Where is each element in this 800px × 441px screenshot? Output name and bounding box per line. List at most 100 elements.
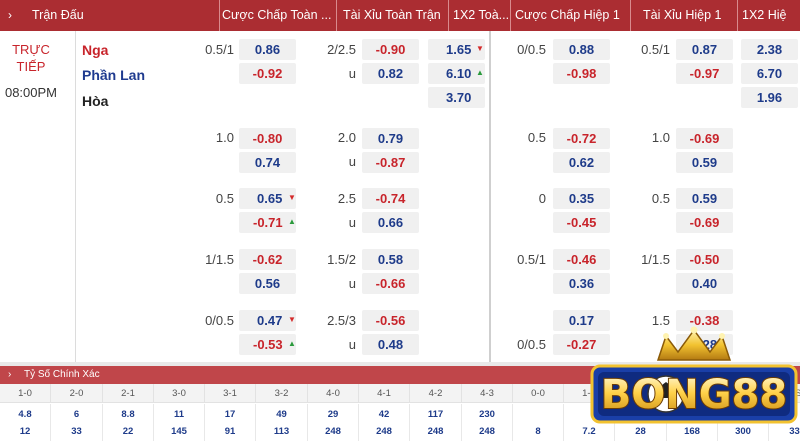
header-ou-half[interactable]: Tài Xỉu Hiệp 1 bbox=[643, 8, 722, 22]
chevron-right-icon[interactable]: › bbox=[8, 8, 12, 22]
score-odds-1[interactable]: 17 bbox=[224, 409, 236, 420]
score-odds-2[interactable]: 248 bbox=[325, 426, 341, 437]
odds-over[interactable]: -0.56 bbox=[362, 310, 419, 331]
score-odds-2[interactable]: 22 bbox=[122, 426, 134, 437]
score-odds-1[interactable]: 11 bbox=[173, 409, 185, 420]
odds-under[interactable]: -0.66 bbox=[362, 273, 419, 294]
odds-over[interactable]: 0.58 bbox=[362, 249, 419, 270]
score-odds-2[interactable]: 113 bbox=[273, 426, 290, 437]
odds-ou1-under[interactable]: 0.40 bbox=[676, 273, 733, 294]
odds-over[interactable]: -0.90 bbox=[362, 39, 419, 60]
under-label: u bbox=[348, 154, 356, 169]
odds-ah-away[interactable]: 0.56 bbox=[239, 273, 296, 294]
score-odds-2[interactable]: 28 bbox=[635, 426, 646, 437]
score-odds-2[interactable]: 33 bbox=[789, 426, 800, 437]
odds-ah1-home[interactable]: 0.17 bbox=[553, 310, 610, 331]
odds-ah-away[interactable]: -0.53 bbox=[239, 334, 296, 355]
ah1-line: 0/0.5 bbox=[517, 337, 546, 352]
score-odds-2[interactable]: 168 bbox=[684, 426, 700, 437]
score-odds-cell[interactable]: 33 bbox=[769, 404, 800, 441]
odds-under[interactable]: 0.66 bbox=[362, 212, 419, 233]
score-odds-cell[interactable]: 29 248 bbox=[308, 404, 359, 441]
odds-under[interactable]: -0.87 bbox=[362, 152, 419, 173]
odds-ah-home[interactable]: 0.47 bbox=[239, 310, 296, 331]
ah1-line: 0.5/1 bbox=[517, 252, 546, 267]
odds-ah-away[interactable]: -0.71 bbox=[239, 212, 296, 233]
odds-over[interactable]: 0.79 bbox=[362, 128, 419, 149]
odds-ou1-under[interactable]: -0.69 bbox=[676, 212, 733, 233]
score-odds-1[interactable]: 6 bbox=[73, 409, 80, 420]
score-odds-2[interactable]: 91 bbox=[224, 426, 236, 437]
odds-1x2-home[interactable]: 1.65 bbox=[428, 39, 485, 60]
bong88-logo: BONG88 bbox=[590, 326, 798, 424]
score-odds-cell[interactable]: 11 145 bbox=[154, 404, 205, 441]
odds-ou1-over[interactable]: -0.38 bbox=[676, 310, 733, 331]
score-odds-1[interactable]: 29 bbox=[327, 409, 339, 420]
team-home[interactable]: Nga bbox=[82, 42, 109, 58]
odds-ah1-home[interactable]: 0.88 bbox=[553, 39, 610, 60]
header-ah-full[interactable]: Cược Chấp Toàn ... bbox=[222, 8, 332, 22]
odds-1x2-away[interactable]: 6.10 bbox=[428, 63, 485, 84]
score-label: 2-1 bbox=[103, 384, 154, 403]
odds-ou1-over[interactable]: 0.87 bbox=[676, 39, 733, 60]
score-odds-1[interactable]: 49 bbox=[276, 409, 287, 420]
odds-under[interactable]: 0.48 bbox=[362, 334, 419, 355]
score-odds-cell[interactable]: 6 33 bbox=[51, 404, 103, 441]
header-ou-full[interactable]: Tài Xỉu Toàn Trận bbox=[343, 8, 441, 22]
team-draw[interactable]: Hòa bbox=[82, 93, 109, 109]
score-odds-2[interactable]: 12 bbox=[19, 426, 31, 437]
score-odds-1[interactable]: 4.8 bbox=[18, 409, 32, 420]
odds-ah1-home[interactable]: -0.46 bbox=[553, 249, 610, 270]
odds-ou1-under[interactable]: -0.97 bbox=[676, 63, 733, 84]
score-odds-cell[interactable]: 4.8 12 bbox=[0, 404, 51, 441]
odds-ah1-home[interactable]: -0.72 bbox=[553, 128, 610, 149]
odds-ah1-home[interactable]: 0.35 bbox=[553, 188, 610, 209]
header-ah-half[interactable]: Cược Chấp Hiệp 1 bbox=[515, 8, 620, 22]
odds-ah-home[interactable]: 0.65 bbox=[239, 188, 296, 209]
score-odds-cell[interactable]: 230 248 bbox=[462, 404, 513, 441]
score-odds-cell[interactable]: 117 248 bbox=[410, 404, 462, 441]
score-odds-2[interactable]: 248 bbox=[376, 426, 392, 437]
odds-1x2h-away[interactable]: 6.70 bbox=[741, 63, 798, 84]
score-odds-cell[interactable]: 42 248 bbox=[359, 404, 410, 441]
odds-1x2h-draw[interactable]: 1.96 bbox=[741, 87, 798, 108]
team-away[interactable]: Phần Lan bbox=[82, 67, 146, 83]
odds-ou1-under[interactable]: 0.59 bbox=[676, 152, 733, 173]
odds-ah-away[interactable]: 0.74 bbox=[239, 152, 296, 173]
odds-under[interactable]: 0.82 bbox=[362, 63, 419, 84]
score-odds-2[interactable]: 300 bbox=[735, 426, 751, 437]
score-odds-cell[interactable]: 8.8 22 bbox=[103, 404, 154, 441]
score-odds-2[interactable]: 248 bbox=[479, 426, 495, 437]
header-1x2-half[interactable]: 1X2 Hiệ bbox=[742, 8, 787, 22]
odds-ou1-over[interactable]: -0.69 bbox=[676, 128, 733, 149]
score-odds-2[interactable]: 248 bbox=[427, 426, 444, 437]
score-odds-2[interactable]: 145 bbox=[171, 426, 187, 437]
ou-line: 2.0 bbox=[337, 130, 356, 145]
odds-1x2h-home[interactable]: 2.38 bbox=[741, 39, 798, 60]
odds-ah-home[interactable]: -0.80 bbox=[239, 128, 296, 149]
odds-1x2-draw[interactable]: 3.70 bbox=[428, 87, 485, 108]
odds-ah1-away[interactable]: -0.45 bbox=[553, 212, 610, 233]
chevron-right-icon[interactable]: › bbox=[8, 369, 12, 380]
odds-over[interactable]: -0.74 bbox=[362, 188, 419, 209]
odds-ah1-away[interactable]: 0.62 bbox=[553, 152, 610, 173]
score-odds-cell[interactable]: 8 bbox=[513, 404, 564, 441]
score-odds-1[interactable]: 230 bbox=[479, 409, 495, 420]
odds-ah-away[interactable]: -0.92 bbox=[239, 63, 296, 84]
odds-ah-home[interactable]: -0.62 bbox=[239, 249, 296, 270]
score-odds-cell[interactable]: 49 113 bbox=[256, 404, 308, 441]
score-odds-cell[interactable]: 17 91 bbox=[205, 404, 256, 441]
odds-ou1-over[interactable]: 0.59 bbox=[676, 188, 733, 209]
odds-ou1-over[interactable]: -0.50 bbox=[676, 249, 733, 270]
score-odds-1[interactable]: 117 bbox=[427, 409, 444, 420]
score-odds-2[interactable]: 8 bbox=[535, 426, 541, 437]
odds-ah-home[interactable]: 0.86 bbox=[239, 39, 296, 60]
score-odds-1[interactable]: 8.8 bbox=[121, 409, 135, 420]
odds-ah1-away[interactable]: 0.36 bbox=[553, 273, 610, 294]
score-odds-2[interactable]: 7.2 bbox=[582, 426, 596, 437]
odds-ah1-away[interactable]: -0.27 bbox=[553, 334, 610, 355]
header-1x2-full[interactable]: 1X2 Toà... bbox=[453, 8, 509, 22]
score-odds-1[interactable]: 42 bbox=[378, 409, 390, 420]
score-odds-2[interactable]: 33 bbox=[71, 426, 82, 437]
odds-ah1-away[interactable]: -0.98 bbox=[553, 63, 610, 84]
